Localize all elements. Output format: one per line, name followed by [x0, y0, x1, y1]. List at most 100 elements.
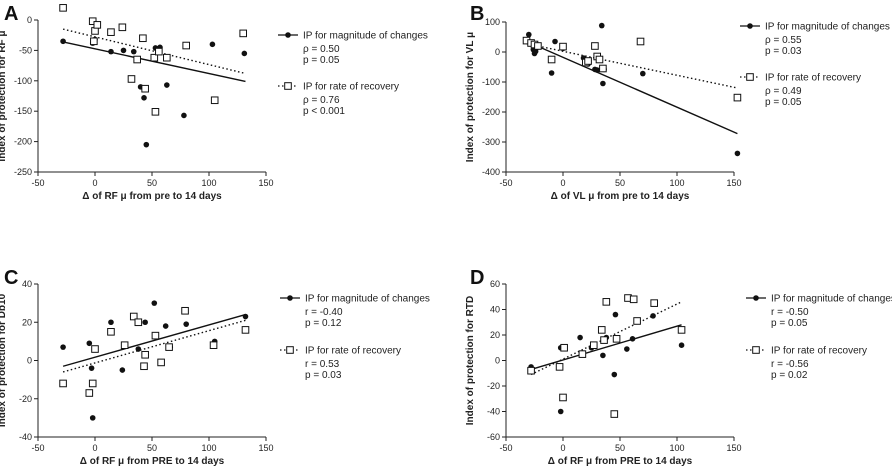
- series-magnitude: [60, 300, 249, 421]
- x-tick-label: 0: [560, 443, 565, 453]
- data-point-square: [85, 389, 94, 397]
- y-axis-title: Index of protection for RF μ: [0, 30, 8, 161]
- legend-label: IP for rate of recovery: [303, 82, 399, 93]
- x-tick-label: 50: [615, 178, 625, 188]
- legend-label: IP for magnitude of changes: [305, 294, 430, 305]
- y-tick-label: -60: [487, 432, 500, 442]
- data-point-square: [59, 379, 67, 388]
- legend-label: IP for rate of recovery: [771, 346, 867, 357]
- legend-stat: p = 0.03: [765, 46, 802, 57]
- legend-entry-magnitude: IP for magnitude of changes r = -0.40p = …: [280, 294, 430, 329]
- series-recovery: [59, 306, 250, 397]
- y-tick-label: 20: [22, 317, 32, 327]
- data-point-square: [91, 345, 99, 353]
- data-point-square: [151, 108, 160, 116]
- data-point-square: [88, 379, 97, 388]
- data-point-square: [589, 341, 598, 349]
- series-recovery: [527, 294, 686, 418]
- y-tick-label: 20: [490, 330, 500, 340]
- legend-entry-magnitude: IP for magnitude of changes ρ = 0.55p = 0…: [740, 22, 890, 57]
- series-magnitude: [528, 311, 685, 415]
- legend-marker-square: [286, 346, 294, 354]
- data-point-square: [181, 306, 189, 315]
- panel-letter: B: [470, 3, 484, 25]
- data-point-square: [733, 93, 742, 102]
- data-point-square: [141, 84, 149, 93]
- regression-line-solid: [62, 41, 246, 83]
- x-tick-label: 150: [726, 178, 741, 188]
- data-point-square: [650, 299, 659, 307]
- data-point-square: [151, 331, 160, 340]
- data-point-circle: [548, 70, 555, 76]
- data-point-circle: [598, 22, 605, 29]
- series-recovery: [522, 36, 742, 102]
- x-axis-title: Δ of VL μ from pre to 14 days: [551, 191, 690, 202]
- x-tick-label: 150: [726, 443, 741, 453]
- data-point-circle: [552, 38, 558, 45]
- data-point-circle: [108, 319, 114, 326]
- panel-letter: A: [4, 3, 18, 25]
- data-point-circle: [120, 47, 127, 54]
- y-tick-label: -20: [487, 381, 500, 391]
- legend-stat: p < 0.001: [303, 106, 345, 117]
- y-tick-label: -300: [482, 137, 500, 147]
- legend-stat: r = -0.40: [305, 307, 343, 318]
- data-point-circle: [119, 367, 126, 373]
- legend-stat: p = 0.02: [771, 370, 808, 381]
- legend-stat: p = 0.12: [305, 318, 342, 329]
- data-point-square: [129, 312, 138, 321]
- data-point-circle: [242, 313, 249, 320]
- data-point-square: [534, 42, 542, 50]
- legend-entry-recovery: IP for rate of recovery ρ = 0.76p < 0.001: [278, 82, 399, 117]
- data-point-circle: [164, 82, 170, 88]
- data-point-circle: [209, 41, 216, 48]
- data-point-square: [155, 47, 163, 56]
- y-tick-label: -40: [19, 432, 32, 442]
- data-point-circle: [151, 300, 158, 306]
- y-tick-label: 60: [490, 279, 500, 289]
- data-point-circle: [60, 38, 66, 45]
- x-tick-label: 100: [201, 443, 216, 453]
- y-tick-label: 40: [490, 305, 500, 315]
- legend-entry-magnitude: IP for magnitude of changes r = -0.50p = …: [746, 294, 892, 329]
- data-point-square: [120, 341, 129, 349]
- data-point-square: [165, 343, 173, 351]
- data-point-square: [595, 55, 604, 64]
- legend-marker-circle: [285, 32, 291, 38]
- series-recovery: [59, 4, 247, 116]
- data-point-circle: [629, 336, 636, 342]
- legend-stat: p = 0.05: [303, 55, 340, 66]
- data-point-circle: [143, 141, 150, 148]
- data-point-circle: [600, 80, 606, 87]
- data-point-circle: [162, 323, 169, 329]
- x-tick-label: 0: [560, 178, 565, 188]
- legend-marker-square: [752, 346, 760, 354]
- legend-entry-recovery: IP for rate of recovery r = -0.56p = 0.02: [746, 346, 867, 381]
- data-point-circle: [640, 70, 646, 77]
- x-tick-label: 100: [669, 178, 684, 188]
- x-axis-title: Δ of RF μ from PRE to 14 days: [548, 456, 693, 467]
- data-point-circle: [611, 371, 618, 378]
- y-axis-title: Index of protection for RTD: [465, 296, 476, 425]
- x-axis-title: Δ of RF μ from PRE to 14 days: [80, 456, 225, 467]
- data-point-square: [547, 55, 556, 64]
- data-point-square: [209, 341, 218, 349]
- data-point-square: [150, 53, 159, 62]
- y-tick-label: 100: [485, 17, 500, 27]
- data-point-circle: [241, 50, 248, 57]
- panel-a: A -250 -200 -150 -100 -50 0 -50 0 50 100 150 Δ of RF…: [0, 3, 428, 202]
- legend-marker-circle: [747, 23, 753, 29]
- data-point-square: [182, 41, 190, 50]
- y-tick-label: 40: [22, 279, 32, 289]
- y-tick-label: -150: [14, 106, 32, 116]
- data-point-square: [118, 23, 127, 32]
- data-point-square: [210, 96, 219, 105]
- data-point-square: [141, 350, 149, 359]
- series-magnitude: [60, 36, 248, 148]
- legend-stat: r = -0.56: [771, 359, 809, 370]
- legend-entry-recovery: IP for rate of recovery ρ = 0.49p = 0.05: [740, 73, 861, 108]
- regression-line-solid: [530, 324, 682, 371]
- y-tick-label: -50: [19, 45, 32, 55]
- legend-marker-circle: [287, 295, 293, 301]
- data-point-square: [555, 363, 564, 371]
